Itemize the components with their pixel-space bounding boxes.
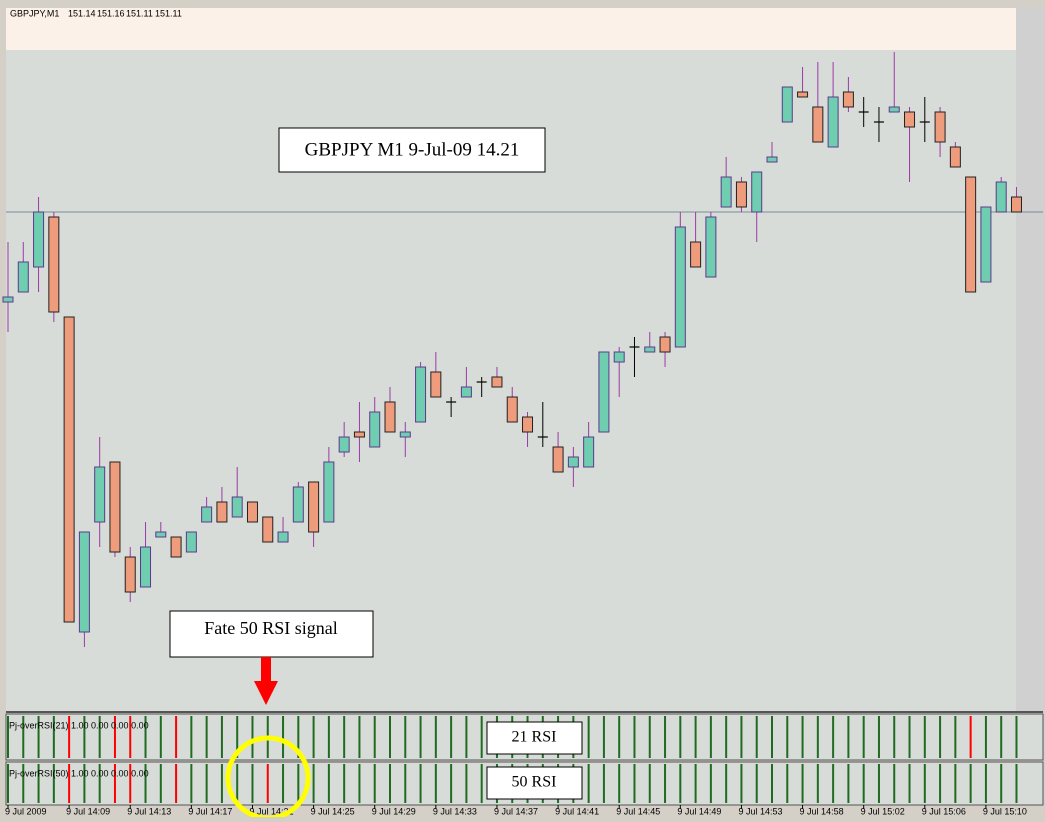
candle-body bbox=[399, 431, 411, 438]
arrow-head bbox=[254, 681, 278, 705]
candle-body bbox=[17, 261, 29, 293]
header-close: 151.11 bbox=[155, 8, 182, 18]
indicator-name: 50 RSI bbox=[512, 774, 557, 791]
indicator-label: Pj-overRSI(50) 1.00 0.00 0.00 0.00 bbox=[9, 768, 149, 778]
x-tick-label: 9 Jul 15:02 bbox=[861, 806, 905, 816]
marks: 9 Jul 2009 9 Jul 14:09 9 Jul 14:13 9 Jul 14… bbox=[2, 52, 1043, 821]
x-tick-label: 9 Jul 14:21 bbox=[249, 806, 293, 816]
candle-body bbox=[1010, 196, 1022, 213]
x-tick-label: 9 Jul 14:53 bbox=[738, 806, 782, 816]
candle-body bbox=[155, 531, 167, 538]
candle-body bbox=[323, 461, 335, 523]
candle-body bbox=[644, 346, 656, 353]
candle-body bbox=[842, 91, 854, 108]
indicator-name: 21 RSI bbox=[512, 729, 557, 746]
candle-body bbox=[720, 176, 732, 208]
candle-body bbox=[63, 316, 75, 623]
candle-body bbox=[690, 241, 702, 268]
plot-area bbox=[6, 8, 1016, 712]
candle-body bbox=[980, 206, 992, 283]
header-high: 151.16 bbox=[97, 8, 125, 18]
annotation: GBPJPY M1 9-Jul-09 14.21 bbox=[305, 139, 520, 160]
x-tick-label: 9 Jul 15:10 bbox=[983, 806, 1027, 816]
candle-body bbox=[552, 446, 564, 473]
candle-body bbox=[934, 111, 946, 143]
x-tick-label: 9 Jul 14:09 bbox=[66, 806, 110, 816]
price-scale bbox=[1016, 8, 1043, 712]
candle-body bbox=[140, 546, 152, 588]
annotation-box bbox=[169, 610, 374, 658]
header-band bbox=[6, 8, 1016, 50]
x-tick-label: 9 Jul 2009 bbox=[5, 806, 47, 816]
candle-body bbox=[705, 216, 717, 278]
x-tick-label: 9 Jul 15:06 bbox=[922, 806, 966, 816]
candle-body bbox=[812, 106, 824, 143]
candle-body bbox=[262, 516, 274, 543]
candle-body bbox=[48, 216, 60, 313]
candle-body bbox=[415, 366, 427, 423]
candle-body bbox=[308, 481, 320, 533]
header-low: 151.11 bbox=[126, 8, 153, 18]
candle-body bbox=[384, 401, 396, 433]
candle-body bbox=[292, 486, 304, 523]
candle-body bbox=[583, 436, 595, 468]
candle-body bbox=[827, 96, 839, 148]
candle-body bbox=[965, 176, 977, 293]
x-tick-label: 9 Jul 14:29 bbox=[372, 806, 416, 816]
candle-body bbox=[231, 496, 243, 518]
candle-body bbox=[185, 531, 197, 553]
x-tick-label: 9 Jul 14:58 bbox=[800, 806, 844, 816]
x-tick-label: 9 Jul 14:49 bbox=[677, 806, 721, 816]
candle-body bbox=[430, 371, 442, 398]
x-tick-label: 9 Jul 14:13 bbox=[127, 806, 171, 816]
candle-body bbox=[735, 181, 747, 208]
symbol-label: GBPJPY,M1 bbox=[10, 8, 59, 18]
indicator-name-box bbox=[486, 721, 583, 755]
candle-body bbox=[353, 431, 365, 438]
candle-body bbox=[491, 376, 503, 388]
candle-body bbox=[766, 156, 778, 163]
candle-body bbox=[659, 336, 671, 353]
candle-body bbox=[460, 386, 472, 398]
candle-body bbox=[277, 531, 289, 543]
arrow-shaft bbox=[261, 657, 271, 681]
candle-body bbox=[949, 146, 961, 168]
candle-body bbox=[170, 536, 182, 558]
candle-body bbox=[613, 351, 625, 363]
candle-body bbox=[109, 461, 121, 553]
candle-body bbox=[94, 466, 106, 523]
annotation-box bbox=[278, 127, 546, 173]
candle-body bbox=[246, 501, 258, 523]
candle-body bbox=[522, 416, 534, 433]
candle-body bbox=[888, 106, 900, 113]
x-tick-label: 9 Jul 14:37 bbox=[494, 806, 538, 816]
x-tick-label: 9 Jul 14:25 bbox=[311, 806, 355, 816]
candle-body bbox=[567, 456, 579, 468]
x-tick-label: 9 Jul 14:33 bbox=[433, 806, 477, 816]
candle-body bbox=[674, 226, 686, 348]
candle-body bbox=[751, 171, 763, 213]
candle-body bbox=[781, 86, 793, 123]
candle-body bbox=[201, 506, 213, 523]
x-tick-label: 9 Jul 14:45 bbox=[616, 806, 660, 816]
candle-body bbox=[33, 211, 45, 268]
candle-body bbox=[369, 411, 381, 448]
annotation: Fate 50 RSI signal bbox=[204, 618, 338, 638]
candle-body bbox=[995, 181, 1007, 213]
candle-body bbox=[124, 556, 136, 593]
candle-body bbox=[598, 351, 610, 433]
x-tick-label: 9 Jul 14:41 bbox=[555, 806, 599, 816]
candle-body bbox=[506, 396, 518, 423]
candle-body bbox=[797, 91, 809, 98]
header-open: 151.14 bbox=[68, 8, 96, 18]
candle-body bbox=[2, 296, 14, 303]
candle-body bbox=[338, 436, 350, 453]
candle-body bbox=[78, 531, 90, 633]
x-tick-label: 9 Jul 14:17 bbox=[188, 806, 232, 816]
indicator-name-box bbox=[486, 766, 583, 800]
candle-body bbox=[216, 501, 228, 523]
indicator-label: Pj-overRSI(21) 1.00 0.00 0.00 0.00 bbox=[9, 720, 149, 730]
candle-body bbox=[904, 111, 916, 128]
